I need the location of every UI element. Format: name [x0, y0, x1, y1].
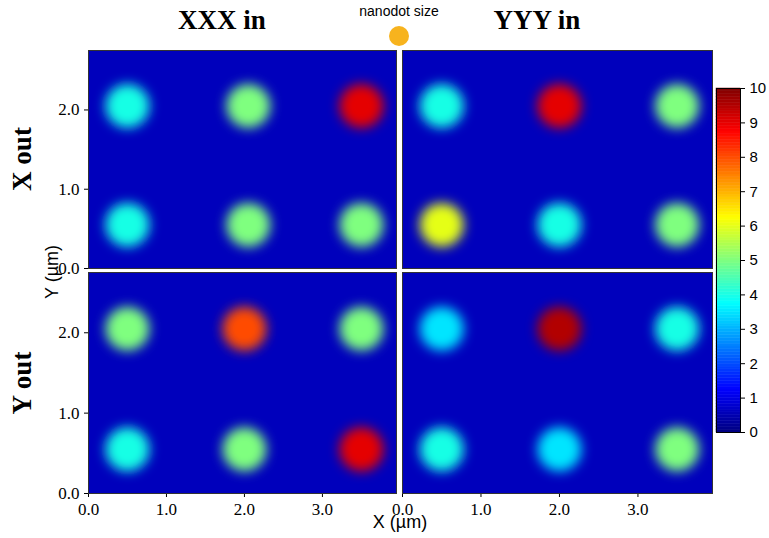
svg-text:2.0: 2.0	[58, 323, 79, 342]
svg-text:9: 9	[750, 114, 758, 131]
svg-text:0.0: 0.0	[58, 484, 79, 503]
svg-text:1.0: 1.0	[156, 500, 177, 519]
svg-text:3.0: 3.0	[312, 500, 333, 519]
svg-text:7: 7	[750, 183, 758, 200]
svg-text:0.0: 0.0	[392, 500, 413, 519]
svg-text:1: 1	[750, 389, 758, 406]
svg-text:1.0: 1.0	[470, 500, 491, 519]
svg-text:2: 2	[750, 355, 758, 372]
svg-text:1.0: 1.0	[58, 404, 79, 423]
svg-text:0.0: 0.0	[58, 259, 79, 278]
svg-text:2.0: 2.0	[58, 100, 79, 119]
svg-text:1.0: 1.0	[58, 180, 79, 199]
svg-text:0.0: 0.0	[78, 500, 99, 519]
svg-text:4: 4	[750, 286, 758, 303]
svg-text:8: 8	[750, 148, 758, 165]
svg-text:5: 5	[750, 251, 758, 268]
svg-text:6: 6	[750, 217, 758, 234]
svg-text:2.0: 2.0	[234, 500, 255, 519]
svg-text:3: 3	[750, 320, 758, 337]
svg-text:10: 10	[750, 79, 767, 96]
svg-text:2.0: 2.0	[549, 500, 570, 519]
svg-text:0: 0	[750, 423, 758, 440]
svg-text:3.0: 3.0	[627, 500, 648, 519]
